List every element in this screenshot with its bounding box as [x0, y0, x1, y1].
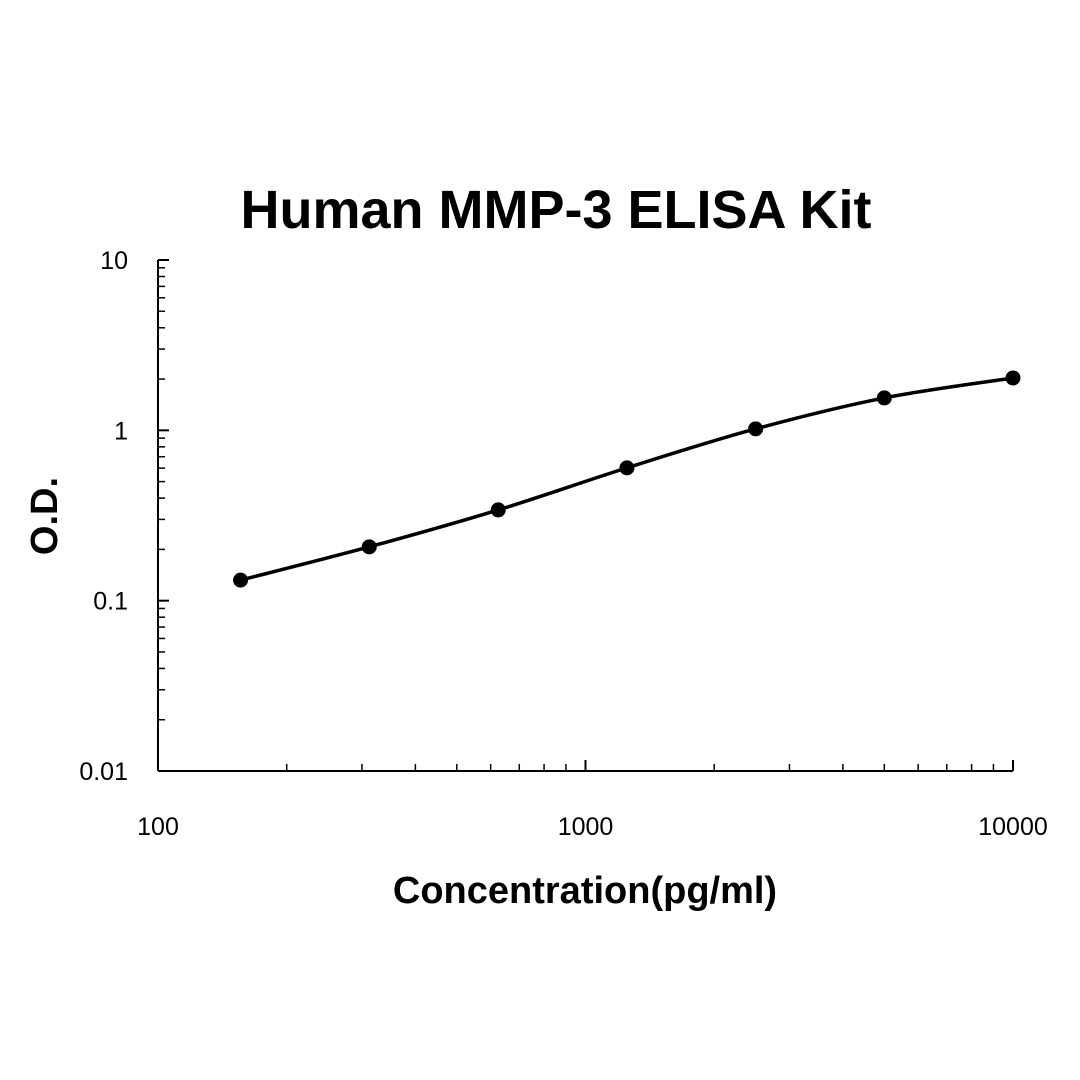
data-point	[876, 390, 892, 406]
x-tick-label: 100	[137, 813, 179, 841]
data-point	[361, 539, 377, 555]
axis-tick-labels: 0.01 0.1 1 10 100 1000 10000	[79, 247, 1047, 841]
x-axis-title: Concentration(pg/ml)	[393, 870, 777, 912]
data-point	[490, 502, 506, 518]
chart-title: Human MMP-3 ELISA Kit	[240, 180, 871, 240]
x-tick-label: 10000	[978, 813, 1048, 841]
y-tick-label: 0.1	[93, 588, 128, 616]
axis-ticks	[157, 259, 1014, 772]
series-line	[240, 376, 1014, 582]
axes	[157, 260, 1013, 772]
y-axis-title: O.D.	[24, 477, 66, 555]
data-series	[233, 370, 1021, 588]
x-tick-label: 1000	[558, 813, 614, 841]
y-tick-label: 10	[100, 247, 128, 275]
y-tick-label: 0.01	[79, 758, 128, 786]
data-point	[233, 572, 249, 588]
y-tick-label: 1	[114, 417, 128, 445]
data-point	[619, 460, 635, 476]
data-point	[1005, 370, 1021, 386]
data-point	[748, 421, 764, 437]
